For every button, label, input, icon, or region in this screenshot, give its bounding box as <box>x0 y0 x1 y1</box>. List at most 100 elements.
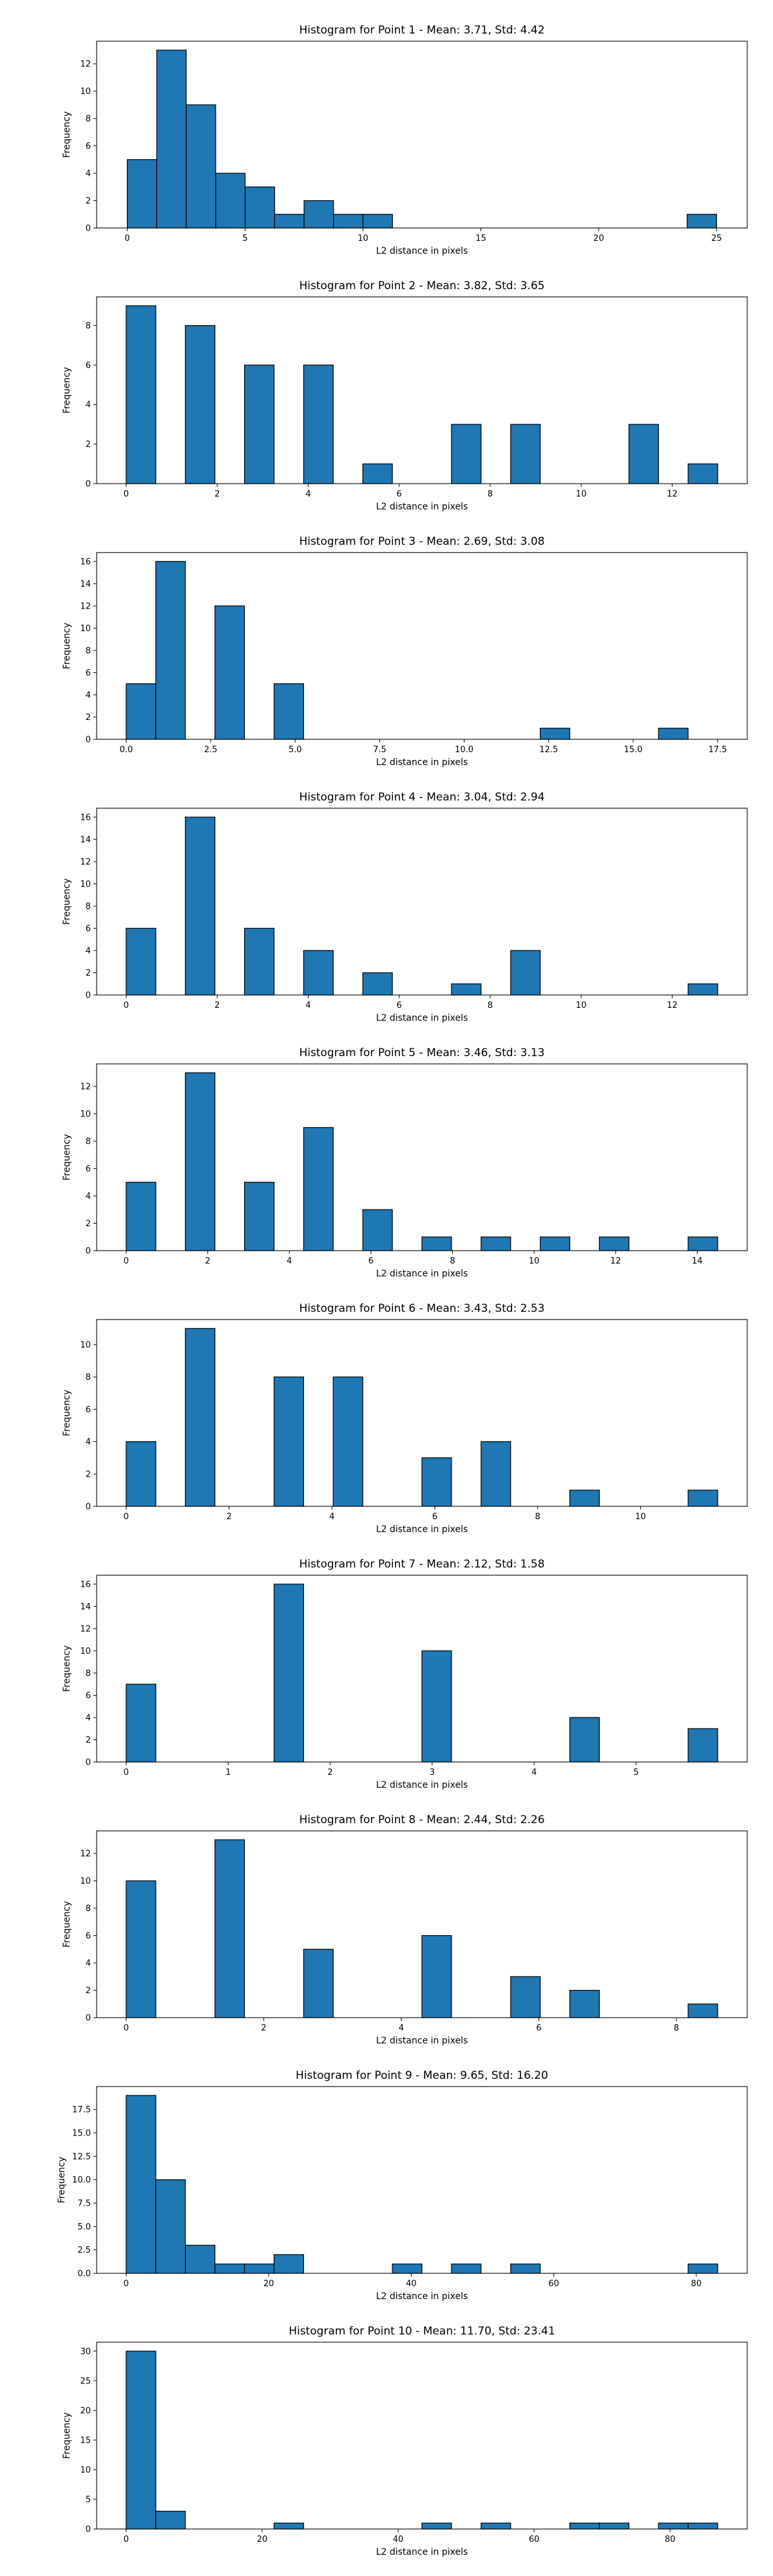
y-tick-label: 10.0 <box>72 2175 91 2185</box>
histogram-bar <box>243 2263 275 2274</box>
x-tick-label: 4 <box>305 1001 310 1010</box>
histogram-bar <box>687 1490 718 1507</box>
y-tick-label: 2 <box>86 969 91 978</box>
histogram-bar <box>185 325 216 484</box>
histogram-bar <box>243 1182 275 1251</box>
y-tick-label: 0 <box>86 1502 91 1512</box>
histogram-bar <box>185 1072 216 1251</box>
histogram-bar <box>215 605 245 740</box>
histogram-bar <box>303 1949 334 2018</box>
histogram-bar <box>303 200 334 229</box>
y-axis-label: Frequency <box>57 2157 67 2203</box>
y-tick-label: 17.5 <box>72 2105 91 2115</box>
histogram-bar <box>243 927 275 996</box>
y-tick-label: 2 <box>86 713 91 723</box>
histogram-bar <box>155 2510 186 2530</box>
histogram-chart-8: Histogram for Point 8 - Mean: 2.44, Std:… <box>62 1814 748 2046</box>
x-tick-label: 20 <box>257 2535 268 2544</box>
y-tick-label: 4 <box>86 1959 91 1969</box>
y-tick-label: 2 <box>86 1219 91 1229</box>
plot-frame <box>96 41 748 229</box>
histogram-bar <box>274 214 305 229</box>
histogram-bar <box>598 1236 629 1251</box>
y-tick-label: 6 <box>86 1691 91 1701</box>
histogram-bar <box>362 1209 393 1251</box>
x-tick-label: 8 <box>488 489 493 499</box>
y-tick-label: 8 <box>86 321 91 331</box>
y-tick-label: 6 <box>86 142 91 151</box>
histogram-bar <box>628 424 659 484</box>
histogram-bar <box>421 1650 452 1763</box>
histogram-bar <box>126 927 157 996</box>
histogram-bar <box>126 2095 157 2274</box>
y-tick-label: 0 <box>86 991 91 1001</box>
histogram-chart-5: Histogram for Point 5 - Mean: 3.46, Std:… <box>62 1046 748 1279</box>
histogram-bar <box>362 214 393 229</box>
y-tick-label: 0 <box>86 1247 91 1256</box>
x-tick-label: 17.5 <box>709 745 727 755</box>
histogram-chart-3: Histogram for Point 3 - Mean: 2.69, Std:… <box>62 535 748 768</box>
histogram-bar <box>569 1989 600 2018</box>
y-tick-label: 30 <box>80 2347 91 2356</box>
x-tick-label: 40 <box>406 2279 417 2289</box>
x-tick-label: 0 <box>124 234 129 243</box>
y-tick-label: 0 <box>86 224 91 234</box>
histogram-chart-9: Histogram for Point 9 - Mean: 9.65, Std:… <box>57 2069 748 2302</box>
x-tick-label: 8 <box>535 1512 540 1522</box>
histogram-bar <box>126 159 157 229</box>
x-tick-label: 8 <box>488 1001 493 1010</box>
histogram-bar <box>687 1236 718 1251</box>
y-tick-label: 12.5 <box>72 2152 91 2162</box>
y-tick-label: 7.5 <box>77 2199 91 2208</box>
y-tick-label: 16 <box>80 557 91 567</box>
y-tick-label: 10 <box>80 624 91 634</box>
y-tick-label: 8 <box>86 1137 91 1147</box>
x-tick-label: 4 <box>305 489 310 499</box>
histogram-bar <box>569 1717 600 1763</box>
x-tick-label: 0 <box>124 1256 129 1266</box>
histogram-bar <box>569 1490 600 1507</box>
y-tick-label: 10 <box>80 1110 91 1119</box>
x-tick-label: 0 <box>124 1512 129 1522</box>
y-tick-label: 4 <box>86 1437 91 1447</box>
y-axis-label: Frequency <box>62 878 72 925</box>
histogram-chart-1: Histogram for Point 1 - Mean: 3.71, Std:… <box>62 24 748 256</box>
histogram-bar <box>333 214 364 229</box>
histogram-bar <box>126 1683 157 1763</box>
y-tick-label: 14 <box>80 835 91 845</box>
histogram-bar <box>303 950 334 996</box>
y-tick-label: 6 <box>86 1164 91 1174</box>
x-tick-label: 2 <box>215 489 220 499</box>
x-tick-label: 12 <box>611 1256 622 1266</box>
x-axis-label: L2 distance in pixels <box>376 1013 468 1023</box>
histogram-bar <box>510 424 541 484</box>
y-tick-label: 8 <box>86 646 91 656</box>
x-tick-label: 0.0 <box>120 745 133 755</box>
x-tick-label: 12.5 <box>539 745 558 755</box>
x-tick-label: 10 <box>529 1256 540 1266</box>
histogram-bar <box>687 2003 718 2018</box>
chart-title: Histogram for Point 2 - Mean: 3.82, Std:… <box>299 279 544 292</box>
x-tick-label: 5 <box>242 234 247 243</box>
x-tick-label: 3 <box>430 1768 435 1777</box>
x-tick-label: 6 <box>397 489 402 499</box>
chart-title: Histogram for Point 3 - Mean: 2.69, Std:… <box>299 535 544 548</box>
y-tick-label: 12 <box>80 1624 91 1634</box>
x-tick-label: 10 <box>635 1512 646 1522</box>
histogram-chart-2: Histogram for Point 2 - Mean: 3.82, Std:… <box>62 279 748 512</box>
y-tick-label: 5 <box>86 2495 91 2505</box>
x-axis-label: L2 distance in pixels <box>376 2036 468 2046</box>
y-axis-label: Frequency <box>62 1901 72 1947</box>
histogram-bar <box>244 186 275 229</box>
x-tick-label: 8 <box>450 1256 455 1266</box>
y-tick-label: 12 <box>80 60 91 70</box>
histogram-bar <box>510 1976 541 2018</box>
histogram-bar <box>155 561 186 740</box>
y-tick-label: 15.0 <box>72 2128 91 2138</box>
histogram-bar <box>481 2523 511 2530</box>
y-tick-label: 0 <box>86 735 91 745</box>
y-tick-label: 14 <box>80 1602 91 1612</box>
plot-frame <box>96 1830 748 2018</box>
x-tick-label: 0 <box>124 1001 129 1010</box>
